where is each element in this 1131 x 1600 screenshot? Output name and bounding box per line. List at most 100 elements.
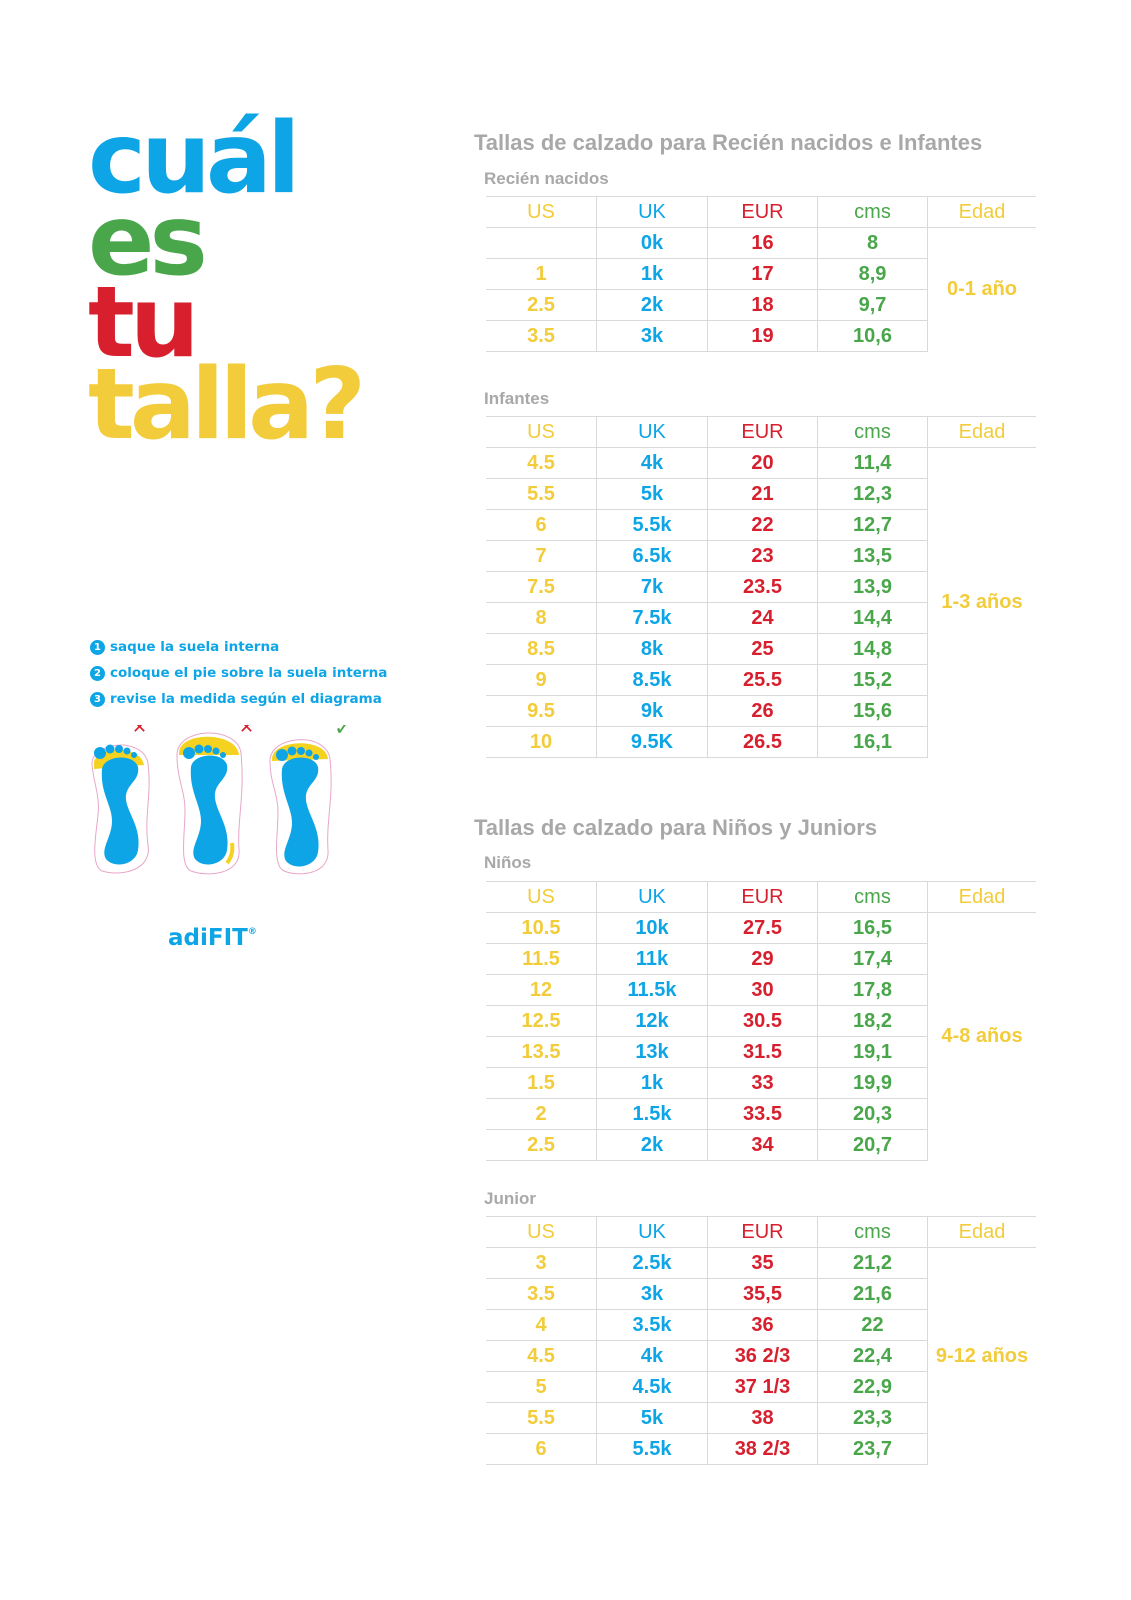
header-eur: EUR xyxy=(707,881,818,913)
table-header-row: US UK EUR cms Edad xyxy=(486,416,1036,448)
cell-us: 2 xyxy=(486,1098,597,1130)
cell-cms: 18,2 xyxy=(817,1005,928,1037)
insole-diagram: ✕ ✕ ✓ xyxy=(91,725,352,875)
cell-uk: 4k xyxy=(596,1340,708,1372)
cell-us: 1.5 xyxy=(486,1067,597,1099)
cell-us: 10.5 xyxy=(486,912,597,944)
cell-eur: 19 xyxy=(707,320,818,352)
header-us: US xyxy=(486,196,597,228)
cell-eur: 29 xyxy=(707,943,818,975)
cell-uk: 2k xyxy=(596,289,708,321)
table-row: 7 6.5k 23 13,5 xyxy=(486,540,1036,572)
subtitle-junior: Junior xyxy=(484,1189,536,1208)
table-row: 4.5 4k 20 11,4 1-3 años xyxy=(486,447,1036,613)
header-age: Edad xyxy=(927,881,1036,913)
table-newborn: US UK EUR cms Edad 0k 16 8 0-1 año 1 1k 17 8,9 2… xyxy=(486,196,1036,352)
step-number-2: 2 xyxy=(90,665,105,681)
cell-us: 6 xyxy=(486,1433,597,1465)
cell-eur: 17 xyxy=(707,258,818,290)
section-title-kids-juniors: Tallas de calzado para Niños y Juniors xyxy=(474,815,878,840)
cell-us: 3.5 xyxy=(486,1278,597,1310)
cell-eur: 16 xyxy=(707,227,818,259)
cell-us: 7.5 xyxy=(486,571,597,603)
cell-cms: 22,9 xyxy=(817,1371,928,1403)
table-header-row: US UK EUR cms Edad xyxy=(486,1216,1036,1248)
header-cms: cms xyxy=(817,1216,928,1248)
cell-cms: 12,3 xyxy=(817,478,928,510)
cell-uk: 1k xyxy=(596,1067,708,1099)
table-row: 13.5 13k 31.5 19,1 xyxy=(486,1036,1036,1068)
cell-us: 1 xyxy=(486,258,597,290)
header-uk: UK xyxy=(596,1216,708,1248)
cell-us: 5.5 xyxy=(486,1402,597,1434)
cell-eur: 36 2/3 xyxy=(707,1340,818,1372)
cell-us: 5 xyxy=(486,1371,597,1403)
cell-uk: 11k xyxy=(596,943,708,975)
cell-eur: 38 xyxy=(707,1402,818,1434)
cell-uk: 12k xyxy=(596,1005,708,1037)
table-header-row: US UK EUR cms Edad xyxy=(486,881,1036,913)
table-row: 5.5 5k 21 12,3 xyxy=(486,478,1036,510)
table-kids: US UK EUR cms Edad 10.5 10k 27.5 16,5 4-8 añ… xyxy=(486,881,1036,1161)
cell-uk: 13k xyxy=(596,1036,708,1068)
table-junior: US UK EUR cms Edad 3 2.5k 35 21,2 9-12 años 3… xyxy=(486,1216,1036,1465)
cell-eur: 25.5 xyxy=(707,664,818,696)
cell-uk: 3k xyxy=(596,1278,708,1310)
cell-uk: 7.5k xyxy=(596,602,708,634)
cell-eur: 30.5 xyxy=(707,1005,818,1037)
cell-uk: 8k xyxy=(596,633,708,665)
step-number-3: 3 xyxy=(90,691,105,707)
cell-cms: 10,6 xyxy=(817,320,928,352)
table-row: 11.5 11k 29 17,4 xyxy=(486,943,1036,975)
cell-uk: 4k xyxy=(596,447,708,479)
table-row: 8.5 8k 25 14,8 xyxy=(486,633,1036,665)
cell-us: 12 xyxy=(486,974,597,1006)
cell-us: 11.5 xyxy=(486,943,597,975)
cell-uk: 3k xyxy=(596,320,708,352)
cell-uk: 5k xyxy=(596,1402,708,1434)
cell-age: 4-8 años xyxy=(941,1025,1023,1048)
table-row: 10.5 10k 27.5 16,5 4-8 años xyxy=(486,912,1036,1047)
table-row: 5 4.5k 37 1/3 22,9 xyxy=(486,1371,1036,1403)
cell-cms: 12,7 xyxy=(817,509,928,541)
cell-eur: 21 xyxy=(707,478,818,510)
table-row: 12 11.5k 30 17,8 xyxy=(486,974,1036,1006)
hero-line-3: tu xyxy=(88,266,200,380)
cell-cms: 23,3 xyxy=(817,1402,928,1434)
header-us: US xyxy=(486,881,597,913)
cell-uk: 11.5k xyxy=(596,974,708,1006)
correct-mark-icon: ✓ xyxy=(334,725,352,741)
cell-cms: 22,4 xyxy=(817,1340,928,1372)
cell-eur: 25 xyxy=(707,633,818,665)
cell-cms: 13,9 xyxy=(817,571,928,603)
cell-uk: 1k xyxy=(596,258,708,290)
cell-cms: 22 xyxy=(817,1309,928,1341)
foot-correct-icon: ✓ xyxy=(269,725,352,875)
table-row: 5.5 5k 38 23,3 xyxy=(486,1402,1036,1434)
table-row: 10 9.5K 26.5 16,1 xyxy=(486,726,1036,758)
cell-us: 4.5 xyxy=(486,447,597,479)
table-row: 2 1.5k 33.5 20,3 xyxy=(486,1098,1036,1130)
table-row: 1.5 1k 33 19,9 xyxy=(486,1067,1036,1099)
header-eur: EUR xyxy=(707,196,818,228)
subtitle-infants: Infantes xyxy=(484,389,550,408)
table-row: 9.5 9k 26 15,6 xyxy=(486,695,1036,727)
hero-line-2: es xyxy=(88,184,208,298)
cell-uk: 9.5K xyxy=(596,726,708,758)
cell-age: 1-3 años xyxy=(941,591,1023,614)
cell-age: 0-1 año xyxy=(946,278,1018,301)
step-2: 2 coloque el pie sobre la suela interna xyxy=(90,660,387,686)
cell-eur: 26.5 xyxy=(707,726,818,758)
cell-eur: 35,5 xyxy=(707,1278,818,1310)
cell-eur: 38 2/3 xyxy=(707,1433,818,1465)
cell-uk: 5.5k xyxy=(596,1433,708,1465)
table-infants: US UK EUR cms Edad 4.5 4k 20 11,4 1-3 años 5.… xyxy=(486,416,1036,758)
cell-cms: 16,5 xyxy=(817,912,928,944)
table-row: 8 7.5k 24 14,4 xyxy=(486,602,1036,634)
table-row: 12.5 12k 30.5 18,2 xyxy=(486,1005,1036,1037)
cell-cms: 17,4 xyxy=(817,943,928,975)
subtitle-newborn: Recién nacidos xyxy=(484,169,609,188)
cell-cms: 20,3 xyxy=(817,1098,928,1130)
cell-eur: 37 1/3 xyxy=(707,1371,818,1403)
cell-eur: 20 xyxy=(707,447,818,479)
